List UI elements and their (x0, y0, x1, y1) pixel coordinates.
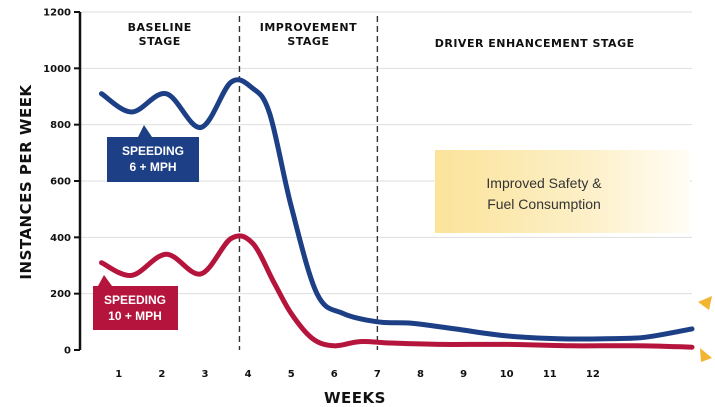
x-tick-label: 4 (245, 369, 252, 380)
y-tick-label: 200 (50, 289, 71, 300)
x-tick-label: 7 (374, 369, 381, 380)
series-label-bg-speeding-10 (93, 286, 178, 330)
series-label-speeding-6: SPEEDING 6 + MPH (122, 144, 184, 174)
y-tick-label: 400 (50, 233, 71, 244)
y-tick-label: 800 (50, 120, 71, 131)
stage-dividers (238, 16, 379, 350)
stage-label-baseline-stage: BASELINE STAGE (128, 21, 192, 48)
series-label-bg-speeding-6 (107, 137, 199, 182)
series-label-pointer-speeding-10 (98, 275, 112, 286)
x-tick-label: 12 (586, 369, 600, 380)
x-tick-label: 9 (460, 369, 467, 380)
arrow-marker-bottom (700, 348, 712, 362)
y-tick-label: 1200 (43, 8, 71, 19)
series-line-speeding-6-mph (99, 77, 695, 342)
series-line-speeding-10-mph (99, 233, 695, 350)
y-axis-title: INSTANCES PER WEEK (17, 84, 35, 280)
series-label-speeding-10: SPEEDING 10 + MPH (104, 293, 166, 323)
y-tick-label: 600 (50, 177, 71, 188)
x-tick-label: 3 (202, 369, 209, 380)
x-tick-label: 1 (115, 369, 122, 380)
y-axis-ticks: 0 200 400 600 800 1000 1200 (43, 8, 80, 357)
x-tick-label: 11 (543, 369, 557, 380)
y-tick-label: 1000 (43, 64, 71, 75)
x-tick-label: 8 (417, 369, 424, 380)
arrow-marker-top (698, 296, 712, 310)
y-tick-label: 0 (64, 346, 71, 357)
series-lines (99, 77, 695, 350)
x-axis-title: WEEKS (324, 389, 386, 407)
x-tick-label: 2 (158, 369, 165, 380)
stage-label-driver-enhancement-stage: DRIVER ENHANCEMENT STAGE (435, 37, 635, 50)
stage-labels: BASELINE STAGE IMPROVEMENT STAGE DRIVER ENHA… (128, 21, 635, 50)
x-tick-label: 10 (500, 369, 514, 380)
x-axis-ticks: 1 2 3 4 5 6 7 8 9 10 11 12 (115, 369, 600, 380)
x-tick-label: 5 (288, 369, 295, 380)
stage-label-improvement-stage: IMPROVEMENT STAGE (260, 21, 357, 48)
annotation-box (435, 150, 690, 233)
series-label-pointer-speeding-6 (138, 125, 152, 137)
annotation-text: Improved Safety & Fuel Consumption (486, 175, 602, 212)
x-tick-label: 6 (331, 369, 338, 380)
